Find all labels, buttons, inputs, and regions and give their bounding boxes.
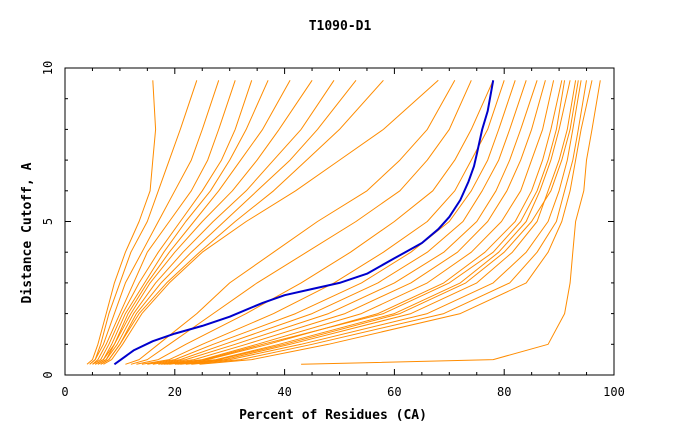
model-curve-14	[130, 80, 472, 365]
highlight-curve-layer	[113, 80, 495, 366]
x-tick-label: 40	[277, 385, 291, 399]
model-curve-20	[161, 80, 546, 365]
model-curve-8	[97, 80, 313, 365]
x-tick-label: 20	[168, 385, 182, 399]
model-curve-5	[92, 80, 253, 365]
x-axis-label: Percent of Residues (CA)	[239, 408, 427, 423]
model-curve-3	[89, 80, 220, 365]
model-curve-12	[103, 79, 439, 365]
model-curve-11	[100, 79, 384, 365]
model-curve-23	[174, 80, 571, 365]
model-curve-24	[180, 80, 577, 365]
axis-ticks: 0 20 40 60 80 100 0 5 10	[41, 61, 625, 399]
y-axis-label: Distance Cutoff, A	[20, 162, 35, 303]
model-curve-22	[169, 80, 563, 365]
model-curve-21	[166, 80, 555, 365]
highlight-curve	[113, 80, 495, 366]
model-curve-1	[86, 80, 157, 365]
y-tick-label: 10	[41, 61, 55, 75]
x-tick-label: 0	[61, 385, 68, 399]
chart-title: T1090-D1	[309, 19, 372, 34]
model-curve-15	[136, 80, 494, 365]
model-curve-27	[199, 80, 593, 365]
model-curve-17	[147, 80, 516, 365]
x-tick-label: 60	[387, 385, 401, 399]
model-curve-4	[92, 80, 236, 365]
model-curve-26	[191, 80, 587, 365]
model-curve-9	[97, 80, 335, 365]
model-curve-25	[185, 80, 582, 365]
model-curve-19	[158, 80, 538, 365]
model-curves	[86, 79, 601, 365]
model-curve-7	[94, 80, 291, 365]
x-tick-label: 100	[603, 385, 625, 399]
model-curve-13	[125, 80, 456, 365]
model-curve-2	[89, 80, 198, 365]
model-curve-29	[177, 80, 579, 365]
x-tick-label: 80	[497, 385, 511, 399]
model-curve-18	[152, 80, 527, 365]
y-tick-label: 0	[41, 371, 55, 378]
y-tick-label: 5	[41, 218, 55, 225]
model-curve-28	[163, 80, 566, 365]
model-curve-6	[94, 80, 269, 365]
model-curve-30	[301, 80, 601, 365]
